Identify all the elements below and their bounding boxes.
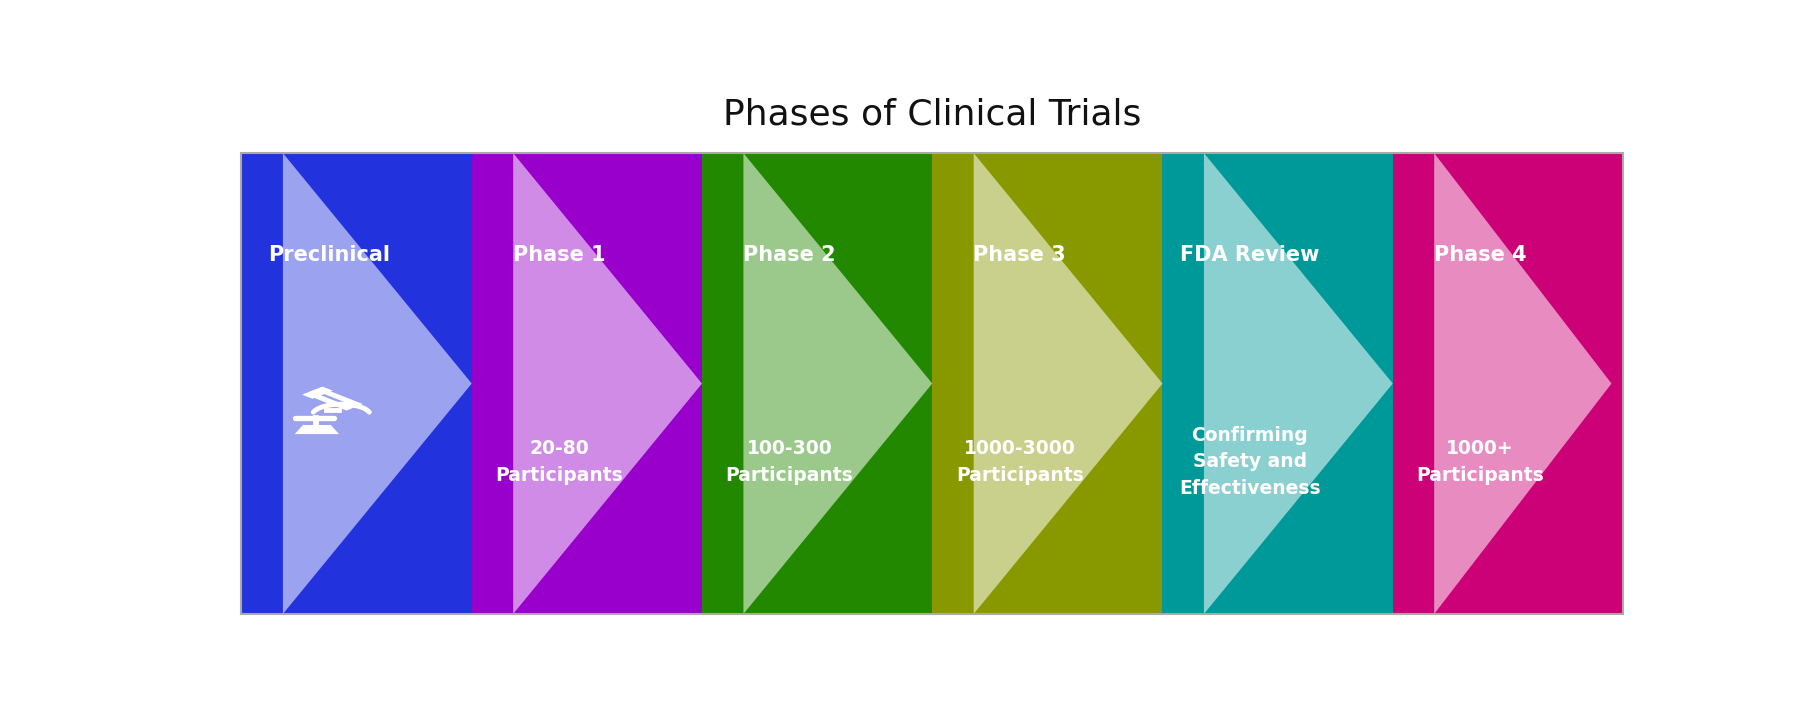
Text: FDA Review: FDA Review: [1181, 244, 1319, 265]
Polygon shape: [1204, 153, 1393, 614]
Bar: [702, 153, 931, 614]
Text: Confirming
Safety and
Effectiveness: Confirming Safety and Effectiveness: [1179, 426, 1321, 498]
Text: 1000-3000
Participants: 1000-3000 Participants: [955, 439, 1084, 485]
Bar: [242, 153, 1623, 614]
Text: Preclinical: Preclinical: [267, 244, 389, 265]
Polygon shape: [1433, 153, 1612, 614]
Text: Phases of Clinical Trials: Phases of Clinical Trials: [722, 97, 1142, 131]
Bar: [242, 153, 471, 614]
Bar: [931, 153, 1162, 614]
Polygon shape: [284, 153, 471, 614]
Text: 100-300
Participants: 100-300 Participants: [726, 439, 853, 485]
Text: 20-80
Participants: 20-80 Participants: [495, 439, 624, 485]
Text: Phase 4: Phase 4: [1433, 244, 1526, 265]
Text: 1000+
Participants: 1000+ Participants: [1417, 439, 1544, 485]
Bar: [1393, 153, 1623, 614]
Text: Phase 3: Phase 3: [973, 244, 1066, 265]
Polygon shape: [973, 153, 1162, 614]
Bar: [471, 153, 702, 614]
Text: Phase 2: Phase 2: [744, 244, 835, 265]
Polygon shape: [744, 153, 931, 614]
Polygon shape: [513, 153, 702, 614]
Bar: [1162, 153, 1393, 614]
Text: Phase 1: Phase 1: [513, 244, 606, 265]
